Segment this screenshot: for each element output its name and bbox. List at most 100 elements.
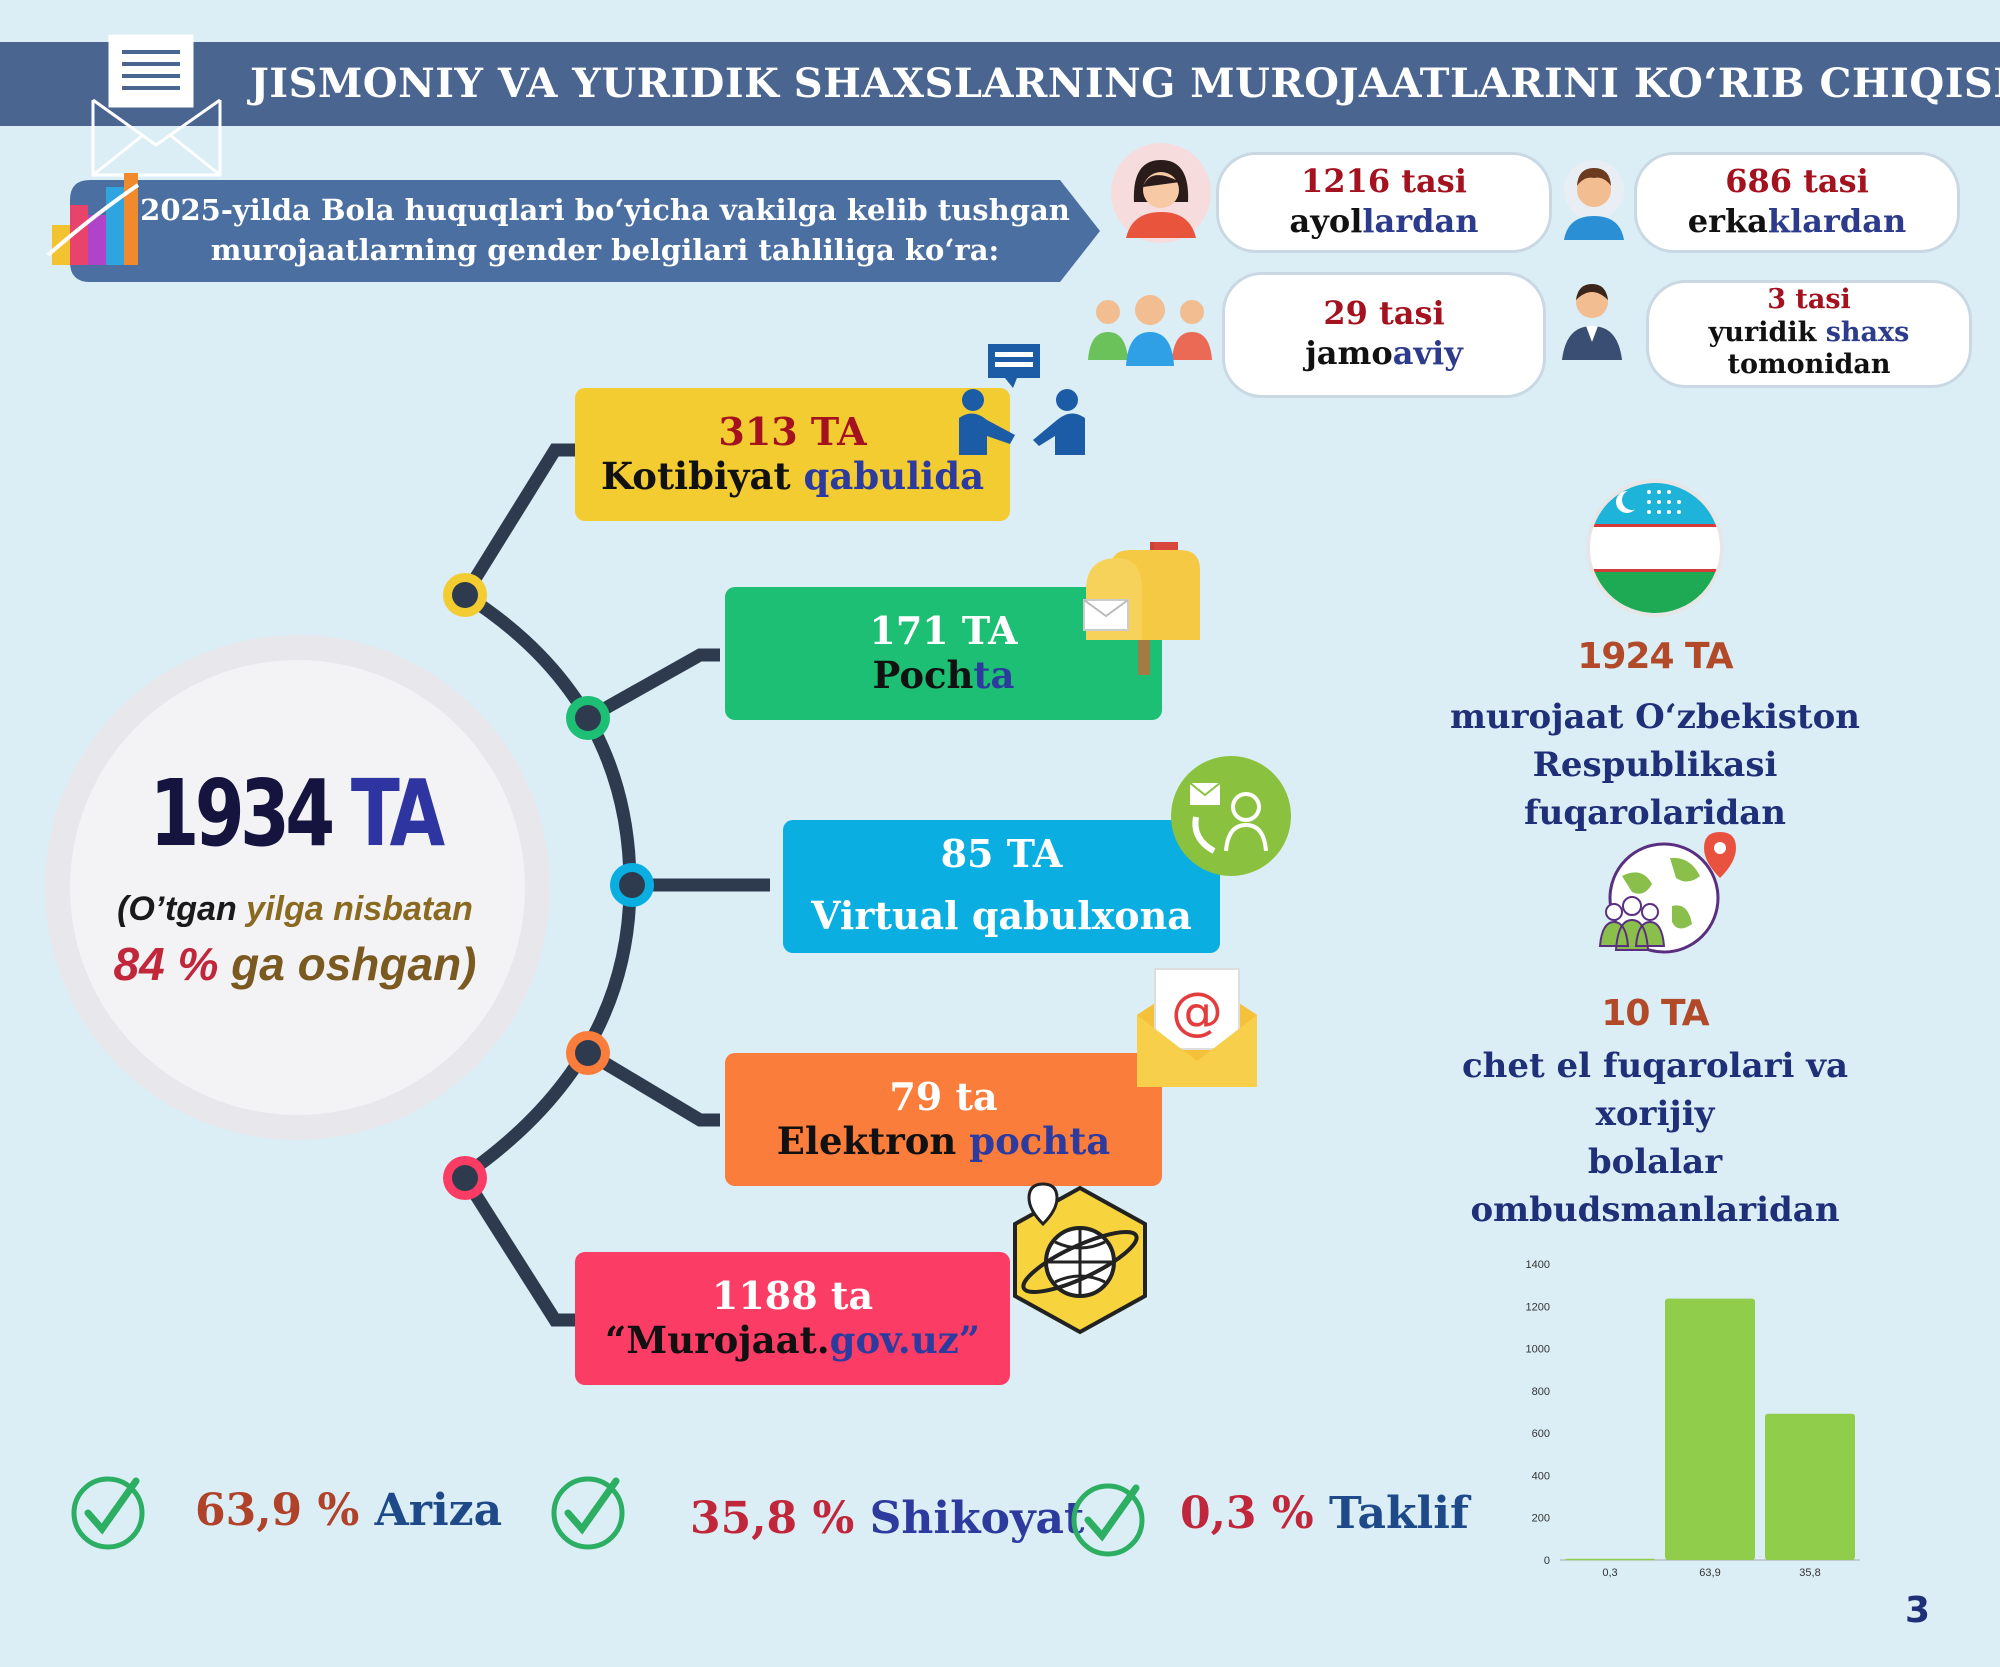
x-tick-label: 35,8 <box>1799 1567 1820 1579</box>
y-tick-label: 1200 <box>1526 1301 1550 1313</box>
chart-bar <box>1665 1298 1755 1560</box>
uzbekistan-flag-icon <box>1586 479 1724 617</box>
email-at-icon: @ <box>1137 968 1257 1087</box>
channel-num: 171 TA <box>869 608 1018 653</box>
women-count-card: 1216 tasi ayollardan <box>1216 152 1552 253</box>
y-tick-label: 400 <box>1532 1470 1550 1482</box>
chart-bar <box>1565 1558 1655 1561</box>
channel-box-kotibiyat: 313 TA Kotibiyat qabulida <box>575 388 1010 521</box>
type-name: Shikoyat <box>869 1493 1085 1544</box>
y-tick-label: 200 <box>1532 1513 1550 1525</box>
bar-chart: 0 200 400 600 800 1000 1200 1400 0,3 63,9 35,8 <box>1526 1259 1860 1579</box>
y-tick-label: 1000 <box>1526 1344 1550 1356</box>
group-people-icon <box>1088 295 1212 366</box>
woman-avatar-icon <box>1111 143 1211 243</box>
y-tick-label: 0 <box>1544 1555 1550 1567</box>
channel-label-a: Elektron <box>776 1119 970 1163</box>
total-num: 1934 <box>149 760 336 867</box>
channel-box-virtual: 85 TA Virtual qabulxona <box>783 820 1220 953</box>
total-unit: TA <box>350 760 445 867</box>
globe-location-icon <box>1013 1182 1147 1335</box>
checkmark-icon <box>551 1476 625 1550</box>
men-label-a: erka <box>1687 202 1768 240</box>
collective-label-a: jamo <box>1305 334 1393 372</box>
total-pct-rest: ga oshgan) <box>218 938 477 990</box>
legal-label-b: shaxs <box>1825 317 1910 348</box>
channel-num: 1188 ta <box>711 1273 874 1318</box>
globe-people-icon <box>1598 832 1736 954</box>
total-note-line1: (O’tgan yilga nisbatan <box>60 890 530 929</box>
total-note-a: (O’tgan <box>117 890 247 928</box>
svg-text:@: @ <box>1171 982 1223 1042</box>
virtual-support-icon <box>1171 756 1291 876</box>
total-note-line2: 84 % ga oshgan) <box>60 937 530 991</box>
subtitle-text: 2025-yilda Bola huquqlari bo‘yicha vakil… <box>130 190 1080 270</box>
collective-count: 29 tasi <box>1323 294 1445 332</box>
channel-label-b: pochta <box>969 1119 1111 1163</box>
chart-bar <box>1765 1413 1855 1560</box>
men-count: 686 tasi <box>1725 162 1869 200</box>
y-tick-label: 800 <box>1532 1386 1550 1398</box>
citizens-count: 1924 TA <box>1577 636 1733 677</box>
channel-num: 79 ta <box>889 1074 998 1119</box>
type-ariza: 63,9 % Ariza <box>195 1485 502 1536</box>
reception-meeting-icon <box>959 344 1085 455</box>
channel-num: 313 TA <box>718 409 867 454</box>
citizens-line1: murojaat O‘zbekiston <box>1449 697 1861 737</box>
y-tick-label: 1400 <box>1526 1259 1550 1271</box>
legal-count: 3 tasi <box>1767 284 1851 315</box>
x-tick-label: 63,9 <box>1699 1567 1720 1579</box>
x-tick-label: 0,3 <box>1602 1567 1617 1579</box>
channel-num: 85 TA <box>940 831 1063 876</box>
subtitle-line1: 2025-yilda Bola huquqlari bo‘yicha vakil… <box>140 193 1070 227</box>
man-avatar-icon <box>1564 160 1624 240</box>
channel-label-a: Kotibiyat <box>600 454 804 498</box>
type-taklif: 0,3 % Taklif <box>1180 1488 1469 1539</box>
women-label-a: ayol <box>1289 202 1363 240</box>
type-pct: 35,8 % <box>690 1493 855 1544</box>
channel-label-a: “Murojaat. <box>604 1318 830 1362</box>
envelope-icon <box>91 34 222 177</box>
channel-label-b: qabulida <box>803 454 985 498</box>
foreign-line1: chet el fuqarolari va xorijiy <box>1461 1046 1849 1134</box>
channel-box-elektron: 79 ta Elektron pochta <box>725 1053 1162 1186</box>
type-pct: 0,3 % <box>1180 1488 1314 1539</box>
subtitle-banner <box>70 180 1100 282</box>
legal-count-card: 3 tasi yuridik shaxs tomonidan <box>1646 280 1972 388</box>
channel-box-murojaat: 1188 ta “Murojaat.gov.uz” <box>575 1252 1010 1385</box>
total-circle <box>45 635 550 1140</box>
total-number: 1934 TA <box>112 760 479 867</box>
channel-label-a: Poch <box>872 653 974 697</box>
bar-chart-3d-icon <box>46 173 140 265</box>
women-label-b: lardan <box>1362 202 1479 240</box>
foreign-label: chet el fuqarolari va xorijiy bolalar om… <box>1400 1042 1910 1234</box>
women-count: 1216 tasi <box>1301 162 1467 200</box>
men-label-b: klardan <box>1767 202 1907 240</box>
channel-label-b: ta <box>973 653 1015 697</box>
header-bar <box>0 42 2000 126</box>
collective-label-b: aviy <box>1392 334 1463 372</box>
businessman-icon <box>1562 284 1622 360</box>
citizens-line2: Respublikasi fuqarolaridan <box>1523 745 1787 833</box>
type-name: Ariza <box>374 1485 503 1536</box>
foreign-count: 10 TA <box>1601 993 1709 1034</box>
checkmark-icon <box>1071 1483 1145 1557</box>
channel-label: Virtual qabulxona <box>811 893 1192 938</box>
type-shikoyat: 35,8 % Shikoyat <box>690 1493 1084 1544</box>
total-note-b: yilga nisbatan <box>246 890 473 928</box>
y-tick-label: 600 <box>1532 1428 1550 1440</box>
channel-label-b: gov.uz” <box>829 1318 981 1362</box>
type-name: Taklif <box>1329 1488 1469 1539</box>
checkmark-icon <box>71 1476 145 1550</box>
collective-count-card: 29 tasi jamoaviy <box>1222 272 1546 398</box>
men-count-card: 686 tasi erkaklardan <box>1634 152 1960 253</box>
legal-label-c: tomonidan <box>1727 349 1891 380</box>
page-title: JISMONIY VA YURIDIK SHAXSLARNING MUROJAA… <box>250 60 2000 107</box>
foreign-line2: bolalar ombudsmanlaridan <box>1470 1142 1840 1230</box>
total-pct: 84 % <box>113 938 219 990</box>
legal-label-a: yuridik <box>1708 317 1826 348</box>
subtitle-line2: murojaatlarning gender belgilari tahlili… <box>210 233 1000 267</box>
page-number: 3 <box>1905 1590 1931 1631</box>
citizens-label: murojaat O‘zbekiston Respublikasi fuqaro… <box>1400 693 1910 837</box>
